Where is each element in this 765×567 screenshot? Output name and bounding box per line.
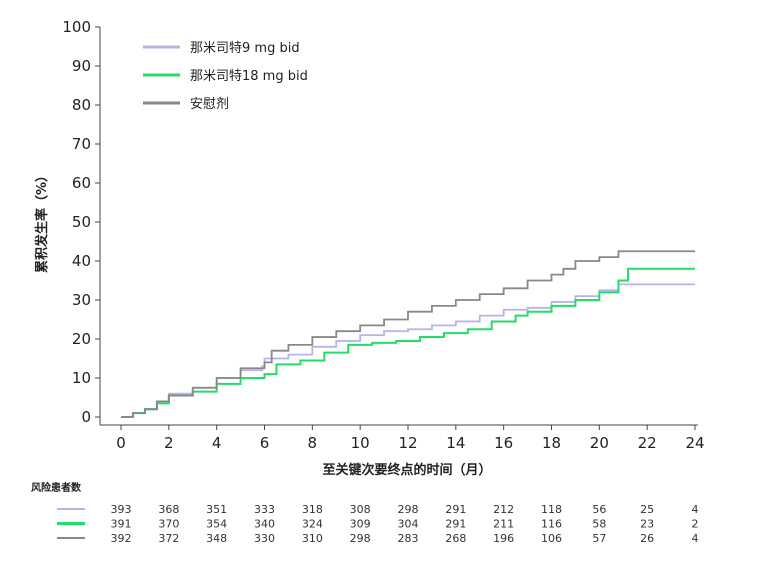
x-axis-title: 至关键次要终点的时间（月） (322, 462, 491, 478)
y-tick-label: 90 (72, 57, 91, 75)
y-tick-label: 50 (72, 213, 91, 231)
x-tick-label: 22 (638, 434, 657, 452)
x-tick-label: 16 (494, 434, 513, 452)
legend-label: 那米司特18 mg bid (190, 69, 308, 84)
risk-value: 308 (350, 503, 371, 516)
risk-value: 291 (445, 518, 466, 531)
risk-value: 116 (541, 518, 562, 531)
risk-value: 351 (206, 503, 227, 516)
risk-value: 283 (398, 532, 419, 545)
risk-value: 340 (254, 518, 275, 531)
risk-value: 57 (592, 532, 606, 545)
series-line-3 (121, 250, 695, 418)
risk-value: 211 (493, 518, 514, 531)
risk-value: 298 (350, 532, 371, 545)
y-tick-label: 10 (72, 369, 91, 387)
risk-value: 212 (493, 503, 514, 516)
y-tick-label: 70 (72, 135, 91, 153)
risk-value: 393 (111, 503, 132, 516)
risk-value: 354 (206, 518, 227, 531)
risk-value: 26 (640, 532, 654, 545)
risk-value: 4 (692, 503, 699, 516)
y-tick-label: 100 (62, 18, 91, 36)
risk-value: 391 (111, 518, 132, 531)
risk-value: 56 (592, 503, 606, 516)
legend-label: 那米司特9 mg bid (190, 41, 300, 56)
risk-value: 304 (398, 518, 419, 531)
risk-value: 4 (692, 532, 699, 545)
x-tick-label: 8 (308, 434, 318, 452)
risk-table-title: 风险患者数 (31, 481, 82, 494)
risk-value: 291 (445, 503, 466, 516)
risk-value: 318 (302, 503, 323, 516)
x-tick-label: 10 (351, 434, 370, 452)
x-tick-label: 14 (446, 434, 465, 452)
y-tick-label: 60 (72, 174, 91, 192)
risk-value: 392 (111, 532, 132, 545)
risk-value: 309 (350, 518, 371, 531)
y-tick-label: 20 (72, 330, 91, 348)
risk-value: 310 (302, 532, 323, 545)
risk-value: 298 (398, 503, 419, 516)
x-ticks: 0 2 4 6 8 10 12 14 16 18 20 22 24 (116, 425, 705, 452)
risk-value: 2 (692, 518, 699, 531)
risk-value: 330 (254, 532, 275, 545)
risk-value: 25 (640, 503, 654, 516)
risk-value: 106 (541, 532, 562, 545)
axes (99, 27, 698, 426)
series-line-1 (121, 283, 695, 418)
risk-value: 23 (640, 518, 654, 531)
x-tick-label: 2 (164, 434, 174, 452)
risk-value: 196 (493, 532, 514, 545)
y-axis-title: 累积发生率（%） (34, 169, 50, 273)
legend: 那米司特9 mg bid 那米司特18 mg bid 安慰剂 (143, 41, 308, 112)
risk-value: 370 (158, 518, 179, 531)
x-tick-label: 18 (542, 434, 561, 452)
legend-label: 安慰剂 (190, 97, 229, 112)
risk-value: 368 (158, 503, 179, 516)
x-tick-label: 24 (685, 434, 704, 452)
risk-value: 372 (158, 532, 179, 545)
risk-value: 333 (254, 503, 275, 516)
risk-value: 348 (206, 532, 227, 545)
risk-table: 393 368 351 333 318 308 298 291 212 118 56 25 4 391 37… (57, 503, 699, 545)
y-ticks: 0 10 20 30 40 50 60 70 80 90 100 (62, 18, 100, 426)
risk-value: 118 (541, 503, 562, 516)
x-tick-label: 6 (260, 434, 270, 452)
y-tick-label: 30 (72, 291, 91, 309)
x-tick-label: 12 (398, 434, 417, 452)
x-tick-label: 20 (590, 434, 609, 452)
x-tick-label: 4 (212, 434, 222, 452)
series-lines (121, 250, 695, 418)
y-tick-label: 0 (81, 408, 91, 426)
x-tick-label: 0 (116, 434, 126, 452)
y-tick-label: 40 (72, 252, 91, 270)
risk-value: 324 (302, 518, 323, 531)
risk-value: 268 (445, 532, 466, 545)
y-tick-label: 80 (72, 96, 91, 114)
risk-value: 58 (592, 518, 606, 531)
